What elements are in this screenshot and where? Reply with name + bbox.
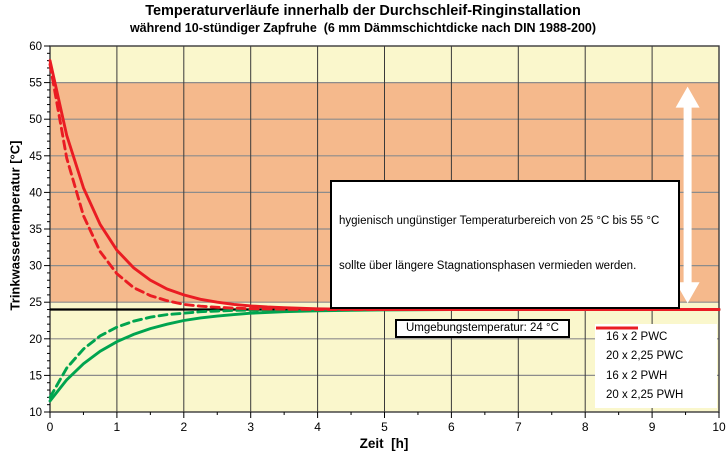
hygiene-range-note-line1: hygienisch ungünstiger Temperaturbereich… xyxy=(339,215,660,227)
temperature-range-arrow xyxy=(675,86,700,304)
x-tick-label: 10 xyxy=(712,420,726,434)
hygiene-range-note-line2: sollte über längere Stagnationsphasen ve… xyxy=(339,260,637,272)
x-tick-label: 7 xyxy=(515,420,522,434)
ambient-temperature-label: Umgebungstemperatur: 24 °C xyxy=(395,319,570,338)
hygiene-range-note: hygienisch ungünstiger Temperaturbereich… xyxy=(330,180,680,309)
y-tick-label: 20 xyxy=(29,334,42,346)
legend-item-20-x-2-25-pwh: 20 x 2,25 PWH xyxy=(596,326,717,402)
x-tick-label: 1 xyxy=(114,420,121,434)
x-tick-label: 9 xyxy=(649,420,656,434)
x-tick-label: 4 xyxy=(314,420,321,434)
x-tick-label: 6 xyxy=(448,420,455,434)
x-tick-label: 5 xyxy=(381,420,388,434)
y-tick-label: 45 xyxy=(29,151,42,163)
legend-item-label: 20 x 2,25 PWC xyxy=(606,350,684,363)
chart-title: Temperaturverläufe innerhalb der Durchsc… xyxy=(145,3,581,19)
legend-item-label: 16 x 2 PWC xyxy=(606,330,668,343)
legend-item-16-x-2-pwh: 16 x 2 PWH xyxy=(596,326,717,382)
x-tick-label: 2 xyxy=(180,420,187,434)
x-tick-label: 0 xyxy=(47,420,54,434)
y-tick-label: 60 xyxy=(29,41,42,53)
y-tick-label: 15 xyxy=(29,370,42,382)
y-tick-label: 55 xyxy=(29,78,42,90)
y-axis-title: Trinkwassertemperatur [°C] xyxy=(7,140,23,311)
legend-item-label: 20 x 2,25 PWH xyxy=(606,389,684,402)
legend-item-16-x-2-pwc: 16 x 2 PWC xyxy=(596,326,717,343)
y-tick-label: 35 xyxy=(29,224,42,236)
legend-item-label: 16 x 2 PWH xyxy=(606,369,668,382)
series-20-x-2-25-pwh-line xyxy=(48,59,721,311)
chart-subtitle: während 10-stündiger Zapfruhe (6 mm Dämm… xyxy=(129,21,597,35)
x-tick-label: 8 xyxy=(582,420,589,434)
y-tick-label: 10 xyxy=(29,407,42,419)
x-tick-label: 3 xyxy=(247,420,254,434)
x-axis-title: Zeit [h] xyxy=(359,436,409,451)
y-tick-label: 40 xyxy=(29,187,42,199)
legend-item-20-x-2-25-pwc: 20 x 2,25 PWC xyxy=(596,326,717,363)
y-tick-label: 25 xyxy=(29,297,42,309)
legend: 16 x 2 PWC 20 x 2,25 PWC 16 x 2 PWH 20 x 2,… xyxy=(595,324,717,408)
legend-line-sample xyxy=(596,326,638,330)
y-tick-label: 50 xyxy=(29,114,42,126)
y-tick-label: 30 xyxy=(29,261,42,273)
